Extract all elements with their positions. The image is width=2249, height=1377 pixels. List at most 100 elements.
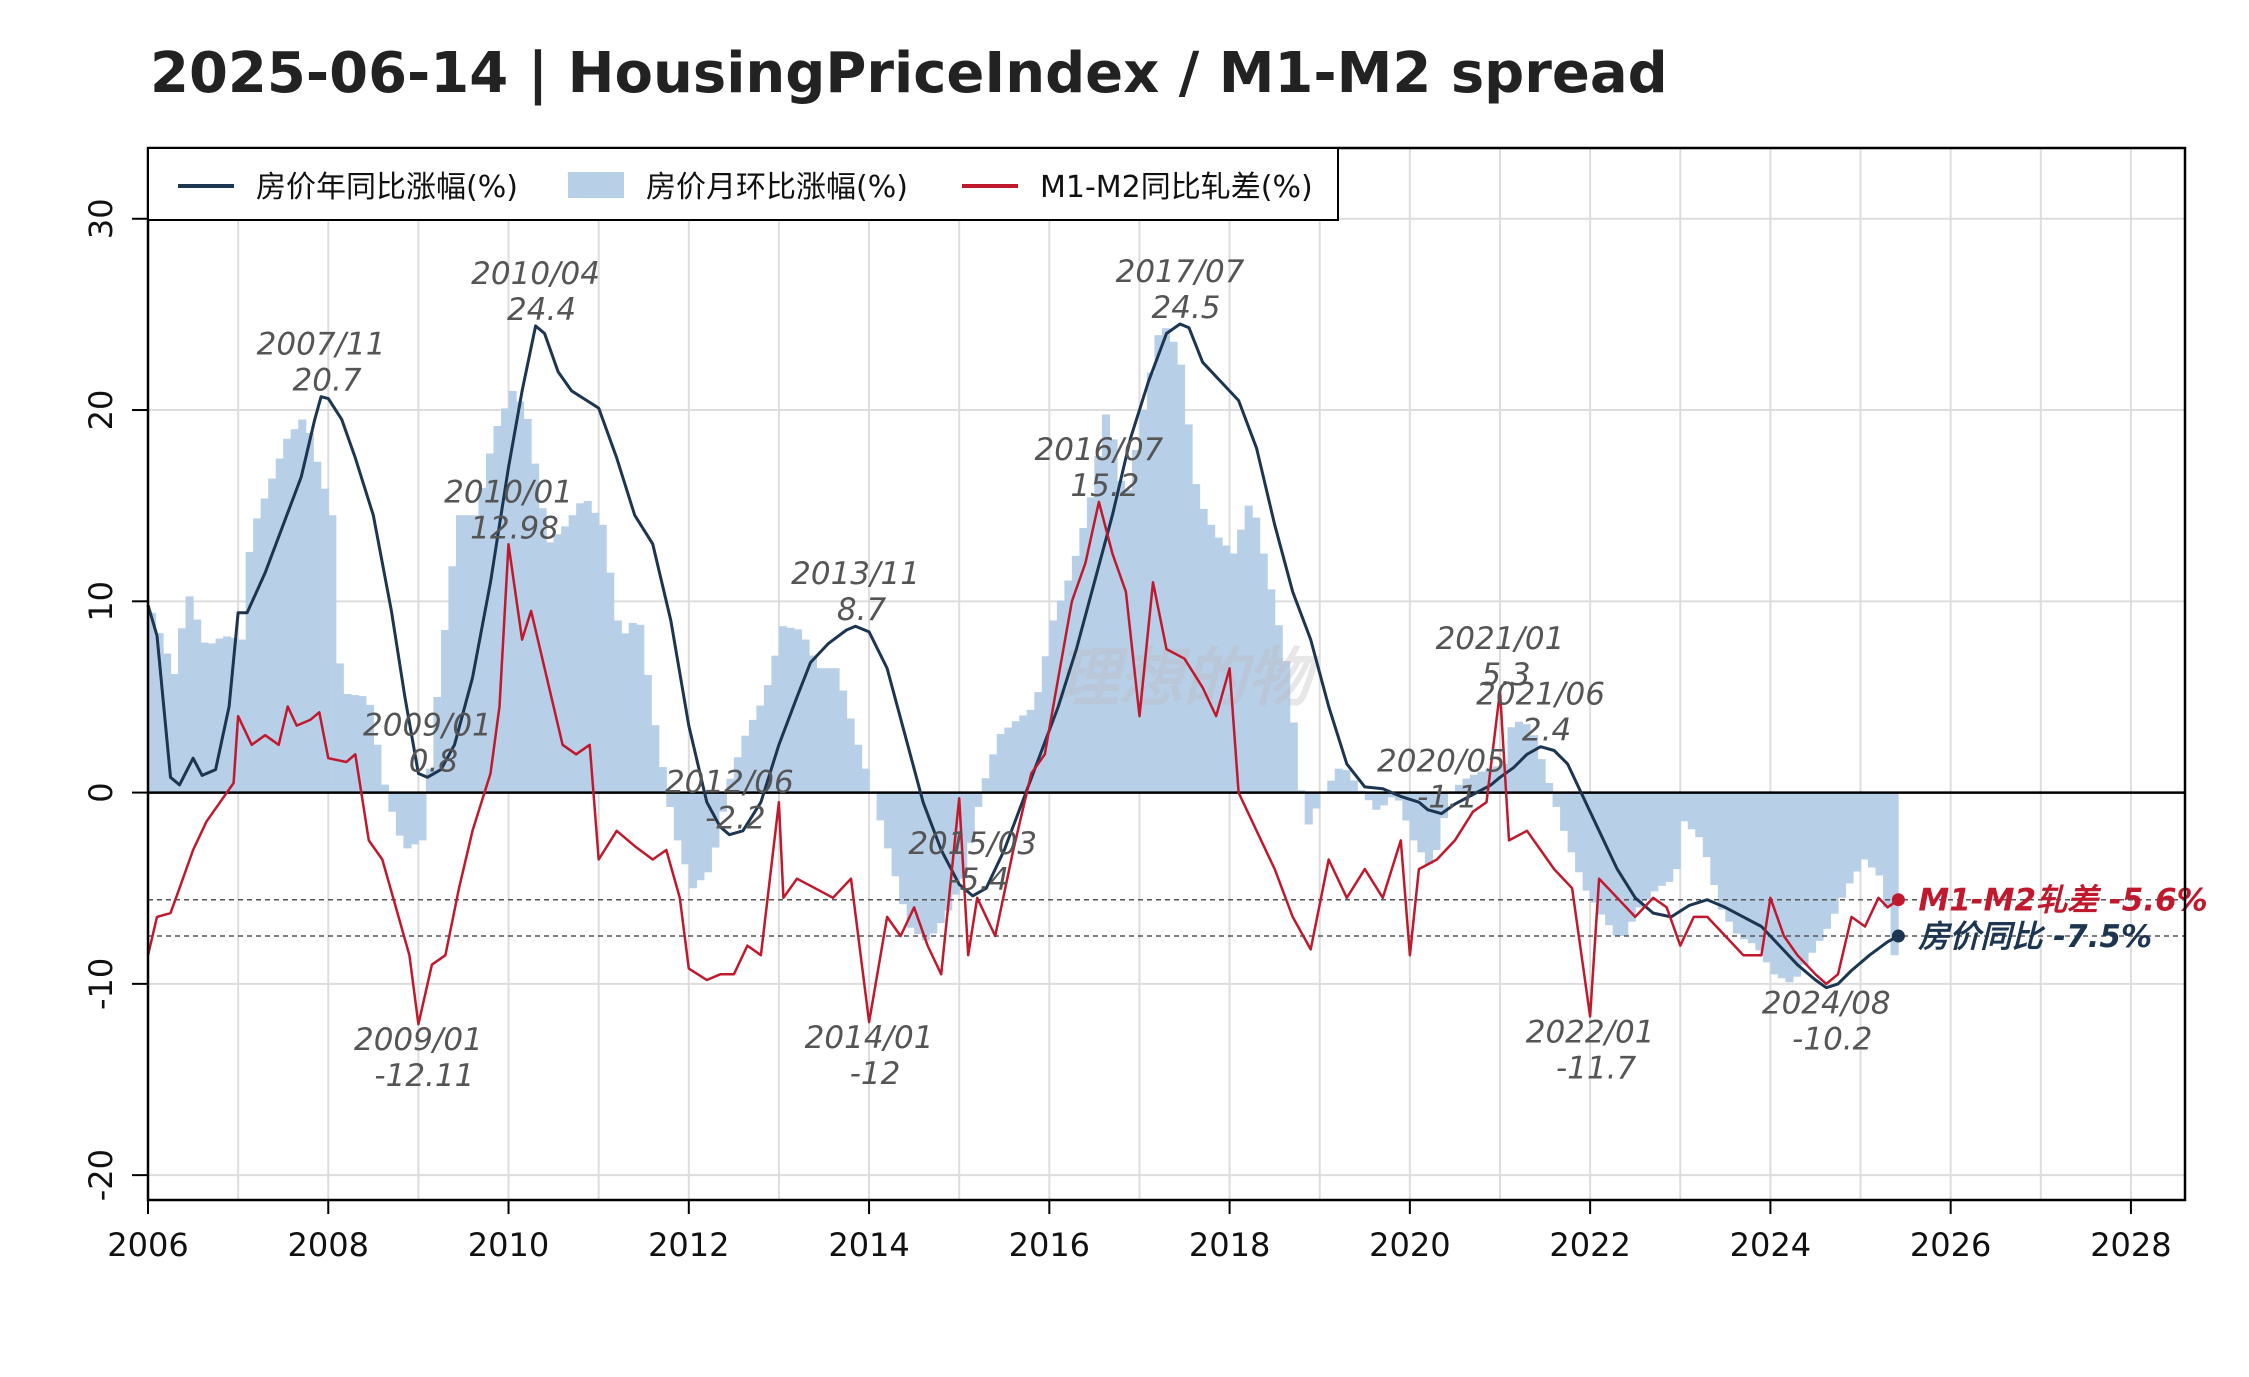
bar-mark [1026, 709, 1035, 793]
annotation-value: -12 [850, 1056, 901, 1092]
bar-mark [801, 639, 810, 793]
legend-label: 房价年同比涨幅(%) [256, 170, 518, 205]
bar-mark [238, 639, 247, 793]
bar-mark [1530, 735, 1539, 793]
bar-mark [1177, 364, 1186, 793]
annotation-date: 2009/01 [363, 707, 492, 743]
bar-mark [598, 524, 607, 793]
bar-mark [658, 767, 667, 793]
bar-mark [546, 542, 555, 793]
bar-mark [1432, 792, 1441, 850]
legend-swatch-bar [568, 172, 624, 198]
bar-mark [1650, 792, 1659, 892]
bar-mark [1439, 792, 1449, 819]
annotation-value: -1.1 [1417, 780, 1478, 816]
bar-mark [861, 768, 870, 793]
bar-mark [1792, 792, 1802, 977]
bar-mark [1259, 553, 1268, 793]
bar-mark [1710, 792, 1719, 886]
annotation-date: 2010/01 [444, 474, 573, 510]
bar-mark [178, 628, 187, 793]
bar-mark [1312, 792, 1321, 809]
bar-mark [343, 693, 352, 793]
bar-mark [1672, 792, 1681, 870]
annotation-value: 12.98 [470, 510, 559, 546]
watermark-text: 理想的物 [1055, 642, 1320, 716]
bar-mark [470, 515, 480, 793]
annotation-date: 2013/11 [791, 556, 920, 592]
bar-mark [1597, 792, 1606, 915]
bar-mark [936, 792, 945, 924]
bar-mark [1680, 792, 1689, 822]
bar-mark [568, 515, 577, 793]
bar-mark [283, 438, 292, 793]
x-tick-label: 2014 [828, 1226, 909, 1264]
annotation-date: 2021/01 [1436, 621, 1565, 657]
bar-mark [155, 633, 164, 793]
bar-mark [388, 792, 397, 812]
reference-lines [148, 898, 2185, 937]
bar-mark [1372, 792, 1381, 810]
bar-mark [193, 619, 202, 793]
x-tick-label: 2018 [1189, 1226, 1270, 1264]
bar-mark [1139, 410, 1148, 793]
bar-mark [974, 792, 983, 807]
bar-mark [1560, 792, 1569, 831]
bar-mark [1041, 656, 1050, 793]
bar-mark [1079, 527, 1088, 793]
bar-mark [403, 792, 412, 849]
line-series-spread [146, 500, 1900, 1026]
bar-mark [1349, 780, 1358, 793]
bar-mark [606, 572, 615, 793]
end-label-text: 房价同比 -7.5% [1917, 919, 2152, 955]
bar-mark [756, 705, 765, 793]
bar-mark [906, 792, 915, 928]
bar-mark [1034, 692, 1043, 793]
y-tick-label: 0 [82, 782, 120, 802]
bar-mark [1011, 721, 1020, 793]
bar-mark [493, 425, 502, 793]
bar-mark [1409, 792, 1418, 841]
bar-mark [275, 458, 284, 793]
annotation-date: 2024/08 [1762, 986, 1891, 1022]
bar-mark [425, 768, 435, 793]
bar-mark [583, 500, 592, 793]
bar-mark [1890, 792, 1899, 956]
bar-mark [1364, 792, 1373, 801]
bar-mark [628, 622, 637, 793]
bar-mark [1207, 524, 1216, 793]
bar-mark [1785, 792, 1794, 983]
bar-mark [561, 526, 570, 793]
bar-mark [1807, 792, 1817, 953]
bar-mark [771, 655, 780, 793]
bar-mark [1883, 792, 1892, 908]
bar-mark [440, 630, 450, 793]
annotation-date: 2017/07 [1116, 254, 1245, 290]
bar-mark [748, 719, 757, 793]
bar-mark [1582, 792, 1591, 891]
bar-mark [200, 642, 209, 793]
bar-mark [1192, 484, 1201, 793]
x-tick-label: 2010 [468, 1226, 549, 1264]
bar-mark [576, 503, 585, 793]
annotation-value: -2.2 [705, 801, 766, 837]
bar-mark [1822, 792, 1832, 929]
bar-mark [1282, 661, 1291, 793]
bar-mark [1289, 722, 1298, 793]
annotation-date: 2012/06 [665, 765, 794, 801]
legend-label: 房价月环比涨幅(%) [646, 170, 908, 205]
annotation-value: 0.8 [409, 743, 458, 779]
bar-mark [666, 792, 675, 807]
y-tick-label: 10 [82, 581, 120, 622]
bar-mark [989, 754, 998, 793]
bar-mark [463, 515, 472, 793]
bar-mark [613, 620, 622, 793]
y-tick-label: 30 [82, 198, 120, 239]
x-tick-label: 2020 [1369, 1226, 1450, 1264]
annotation-value: 2.4 [1522, 713, 1571, 749]
bar-mark [1635, 792, 1644, 908]
bar-mark [1071, 555, 1080, 793]
annotation-value: 8.7 [837, 592, 887, 628]
bar-mark [778, 626, 788, 793]
